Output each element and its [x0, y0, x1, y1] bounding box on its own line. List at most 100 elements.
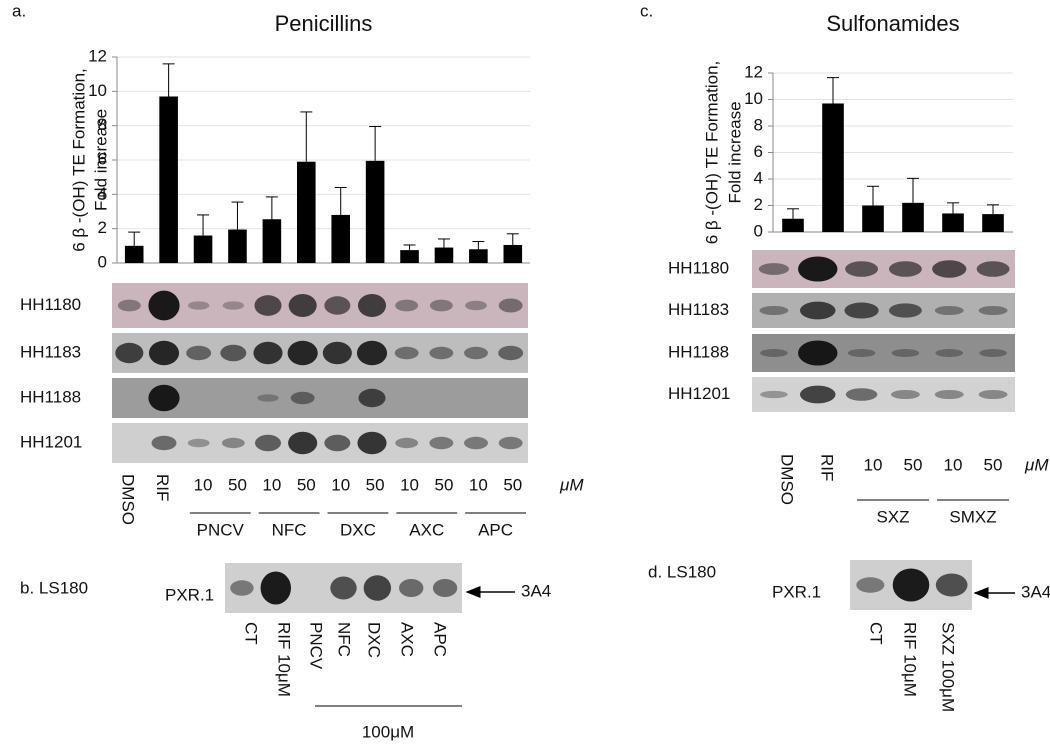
group-label: AXC: [409, 520, 444, 539]
bar: [862, 205, 884, 232]
lane-label: DXC: [365, 622, 384, 658]
blot-band: [288, 294, 317, 317]
x-tick-label: 10: [944, 455, 963, 474]
unit-label: μM: [1024, 455, 1049, 474]
blot-band: [357, 294, 387, 317]
blot-band: [115, 342, 144, 364]
blot-band: [935, 349, 964, 357]
panel-label: b. LS180: [20, 578, 88, 597]
blot-row-label: HH1201: [20, 432, 82, 451]
bar: [782, 218, 804, 232]
blot-band: [395, 299, 419, 312]
x-tick-label: 10: [400, 475, 419, 494]
blot-band: [432, 579, 458, 597]
x-tick-label: 10: [331, 475, 350, 494]
error-bar: [403, 244, 416, 251]
blot-band: [932, 260, 967, 278]
bar: [124, 245, 144, 263]
y-tick-label: 12: [744, 62, 763, 81]
error-bar: [334, 186, 347, 215]
blot-band: [151, 435, 177, 451]
error-bar: [231, 201, 244, 230]
group-label: NFC: [272, 520, 307, 539]
group-label: PNCV: [197, 520, 245, 539]
lane-label: CT: [242, 622, 261, 645]
blot-band: [934, 305, 964, 316]
bar: [262, 219, 282, 263]
blot-band: [978, 389, 1008, 400]
blot-band: [148, 340, 180, 366]
x-tick-label: 50: [503, 475, 522, 494]
x-tick-label: 50: [297, 475, 316, 494]
blot-row-label: HH1183: [20, 342, 81, 361]
blot: [752, 377, 1015, 412]
lane-label: NFC: [335, 622, 354, 657]
y-tick-label: 10: [88, 81, 107, 100]
x-tick-label: 10: [469, 475, 488, 494]
blot-band: [798, 256, 838, 282]
blot-band: [758, 263, 790, 275]
blot: [112, 378, 528, 418]
blot-band: [222, 301, 244, 310]
blot-band: [935, 573, 968, 597]
blot-band: [890, 389, 920, 400]
blot-band: [888, 261, 922, 277]
blot-band: [324, 296, 351, 315]
x-tick-label: 10: [864, 455, 883, 474]
chart-title: Sulfonamides: [826, 11, 959, 36]
blot-band: [357, 431, 387, 455]
blot-band: [979, 349, 1007, 357]
bar: [296, 161, 316, 263]
panel-label: a.: [12, 1, 26, 20]
blot-band: [324, 434, 351, 452]
bar: [503, 244, 523, 263]
x-tick-label: 10: [262, 475, 281, 494]
panel-label: d. LS180: [648, 562, 716, 581]
blot-band: [978, 305, 1008, 316]
blot-band: [399, 579, 424, 597]
error-bar: [369, 126, 382, 161]
x-tick-label: 50: [984, 455, 1003, 474]
blot-band: [498, 436, 523, 450]
x-tick-label: DMSO: [778, 454, 797, 505]
blot-band: [257, 394, 279, 402]
blot: [112, 423, 528, 463]
x-tick-label: 50: [366, 475, 385, 494]
bar: [902, 202, 924, 232]
blot-band: [187, 438, 210, 448]
blot-band: [117, 299, 141, 312]
error-bar: [265, 196, 278, 220]
blot-band: [186, 345, 212, 361]
blot-band: [356, 340, 388, 366]
blot: [752, 293, 1015, 328]
y-axis-label: Fold increase: [725, 101, 744, 203]
x-tick-label: RIF: [153, 474, 172, 501]
lane-label: RIF 10μM: [275, 622, 294, 697]
bar: [331, 214, 351, 263]
blot-band: [395, 437, 419, 449]
blot-band: [260, 571, 292, 605]
blot: [112, 283, 528, 328]
blot-band: [230, 580, 254, 596]
error-bar: [787, 208, 799, 219]
blot-band: [976, 261, 1010, 277]
y-tick-label: 2: [754, 195, 763, 214]
y-tick-label: 0: [754, 221, 763, 240]
bar: [365, 160, 385, 263]
error-bar: [907, 177, 919, 203]
error-bar: [162, 63, 175, 97]
blot-band: [856, 577, 885, 593]
marker-label: 3A4: [521, 581, 551, 600]
blot-band: [148, 384, 180, 412]
y-tick-label: 2: [98, 218, 107, 237]
x-tick-label: 10: [194, 475, 213, 494]
blot-band: [847, 349, 876, 357]
blot-band: [394, 346, 419, 360]
y-tick-label: 12: [88, 46, 107, 65]
blot-row-label: PXR.1: [772, 582, 821, 601]
blot-row-label: HH1188: [20, 387, 81, 406]
bar: [228, 229, 247, 263]
error-bar: [987, 204, 999, 215]
unit-label: μM: [559, 475, 584, 494]
blot-band: [330, 576, 357, 600]
